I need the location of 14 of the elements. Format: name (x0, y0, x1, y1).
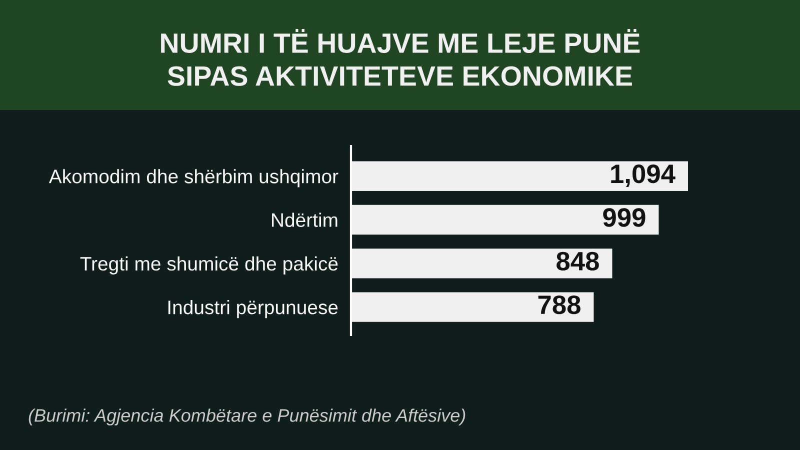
y-tick-label: Tregti me shumicë dhe pakicë (80, 256, 338, 274)
chart-title: NUMRI I TË HUAJVE ME LEJE PUNË SIPAS AKTIVITETEVE EKONOMIKE (161, 28, 640, 86)
y-tick-label: Industri përpunuese (168, 300, 338, 318)
data-label: 999 (603, 208, 646, 227)
data-label: 848 (556, 252, 599, 270)
y-tick-label: Ndërtim (272, 212, 338, 228)
data-label: 1,094 (611, 164, 676, 188)
text: (Burimi: Agjencia Kombëtare e Punësimit dhe Aftësive) (28, 408, 466, 426)
data-label: 788 (538, 295, 580, 314)
y-tick-label: Akomodim dhe shërbim ushqimor (48, 169, 338, 188)
bar (351, 161, 688, 191)
bar (351, 204, 659, 235)
bar (351, 248, 612, 278)
bar (351, 292, 594, 322)
